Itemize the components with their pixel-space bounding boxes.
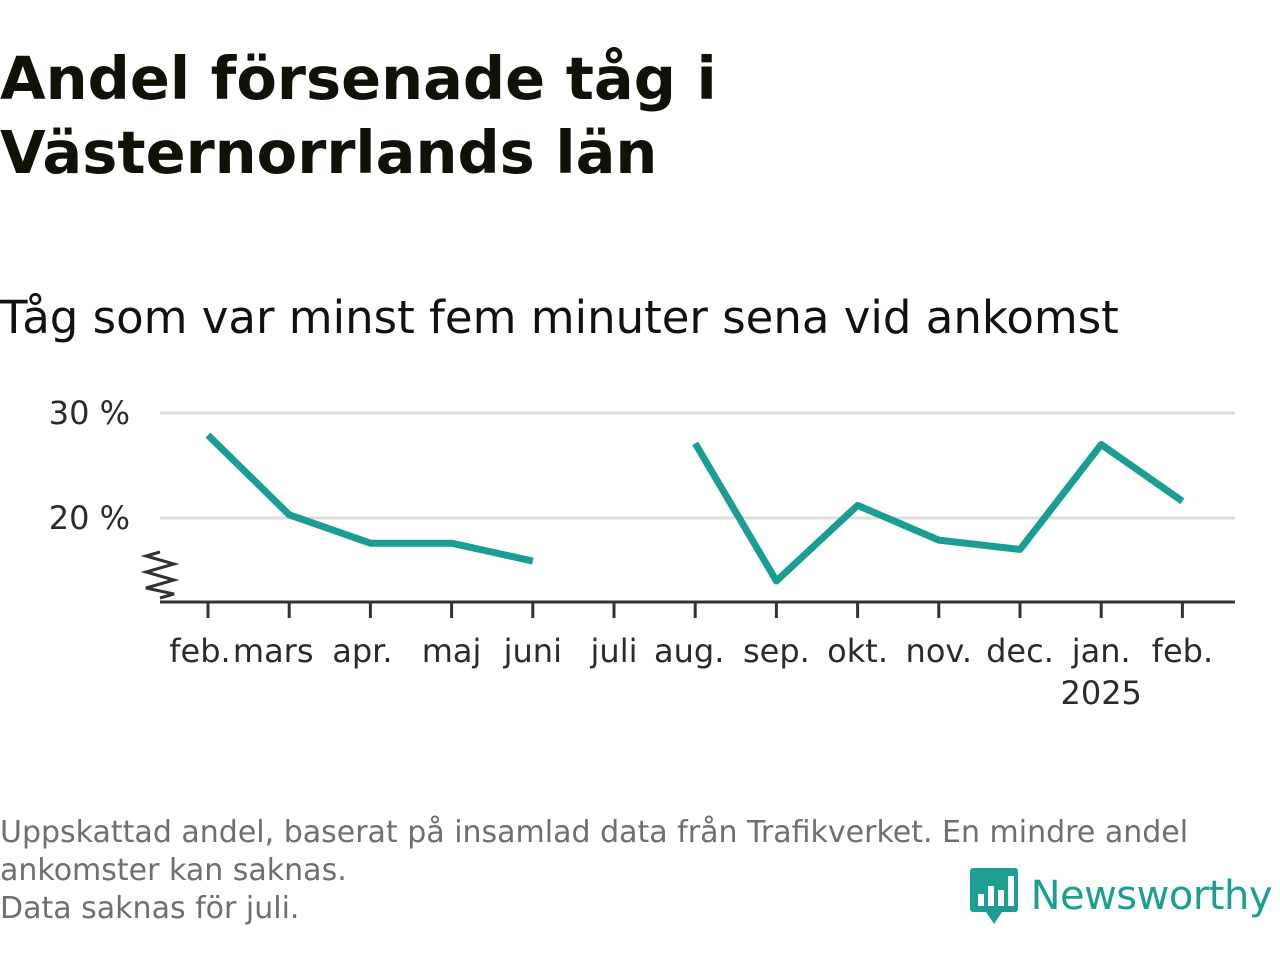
x-tick-label: apr. xyxy=(332,632,392,670)
y-tick-label: 30 % xyxy=(49,394,130,432)
series-line xyxy=(692,441,1185,585)
footnote: Uppskattad andel, baserat på insamlad da… xyxy=(0,814,1270,928)
x-tick-label: aug. xyxy=(654,632,724,670)
footnote-line: Uppskattad andel, baserat på insamlad da… xyxy=(0,815,1189,888)
logo-bar xyxy=(987,886,994,906)
x-tick-label: dec. xyxy=(986,632,1054,670)
chart-title: Andel försenade tåg i Västernorrlands lä… xyxy=(0,44,717,187)
y-axis-tick-labels: 20 % 30 % xyxy=(49,394,130,537)
x-tick-label: mars xyxy=(233,632,314,670)
brand-name: Newsworthy xyxy=(1030,873,1273,919)
x-tick-label: jan. xyxy=(1071,632,1131,670)
data-series xyxy=(205,432,1185,585)
brand-logo: Newsworthy xyxy=(969,864,1273,928)
logo-bar xyxy=(997,890,1004,906)
logo-bar xyxy=(1007,876,1014,906)
x-tick-label: sep. xyxy=(743,632,810,670)
x-tick-label: juni xyxy=(503,632,562,670)
chart-subtitle: Tåg som var minst fem minuter sena vid a… xyxy=(0,291,1119,344)
x-tick-label: juli xyxy=(590,632,638,670)
x-tick-label: maj xyxy=(422,632,482,670)
x-tick-label: feb. xyxy=(1152,632,1213,670)
x-tick-label: feb. xyxy=(169,632,230,670)
footnote-line: Data saknas för juli. xyxy=(0,891,300,926)
logo-bar xyxy=(977,894,984,906)
newsworthy-logo-icon xyxy=(969,868,1018,924)
axis-break-icon xyxy=(140,550,180,600)
line-chart: 20 %30 % feb. mars apr. maj juni juli aug. sep.… xyxy=(49,394,1235,712)
x-axis-tick-labels: feb. mars apr. maj juni juli aug. sep. okt. nov. d… xyxy=(169,632,1213,712)
x-axis xyxy=(140,550,1235,618)
gridlines xyxy=(160,411,1235,520)
x-tick-label: nov. xyxy=(906,632,972,670)
x-year-label: 2025 xyxy=(1060,674,1141,712)
y-tick-label: 20 % xyxy=(49,499,130,537)
series-line xyxy=(205,432,534,565)
x-tick-label: okt. xyxy=(827,632,888,670)
